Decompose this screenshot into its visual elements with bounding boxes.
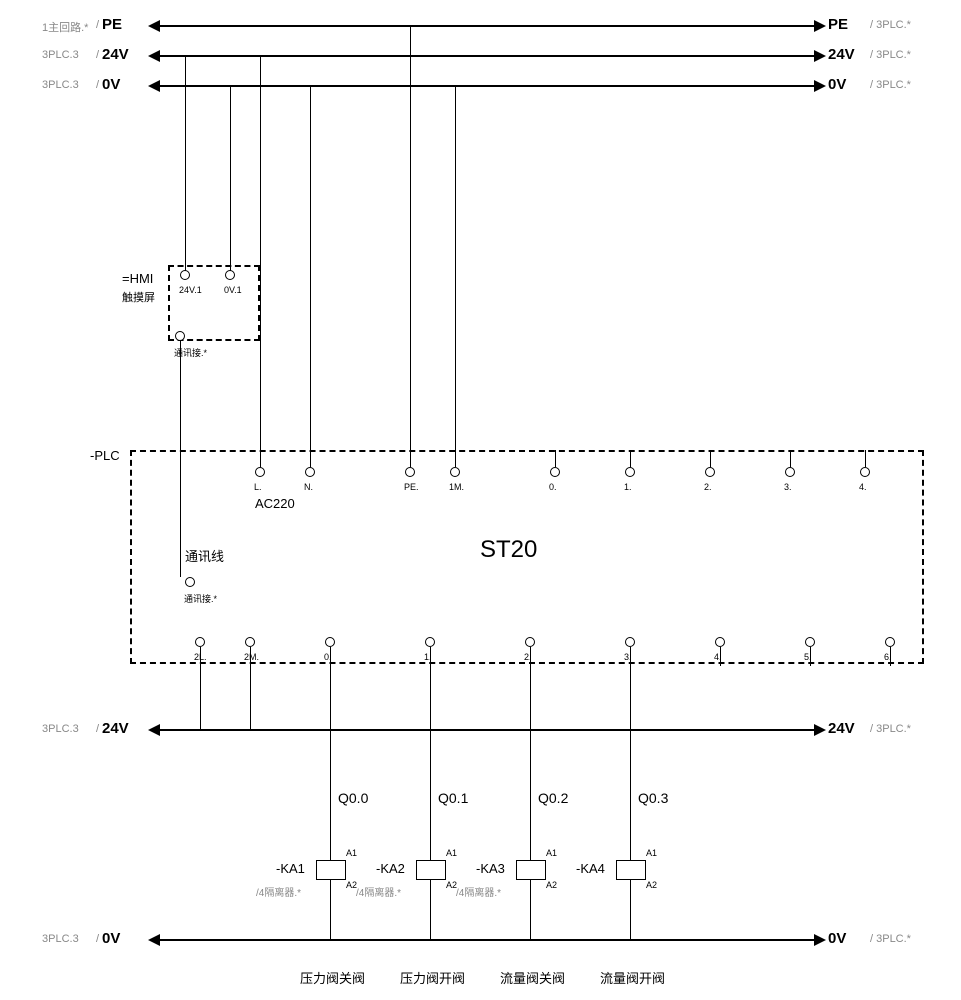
arrow-right-icon (814, 80, 826, 92)
terminal (705, 467, 715, 477)
rail-right-ref: / 3PLC.* (870, 723, 911, 735)
hmi-sub: 触摸屏 (122, 289, 155, 305)
terminal (325, 637, 335, 647)
plc-name: -PLC (90, 448, 120, 463)
relay-coil (616, 860, 646, 880)
terminal (305, 467, 315, 477)
relay-name: -KA3 (476, 861, 505, 876)
relay-coil (316, 860, 346, 880)
relay-name: -KA1 (276, 861, 305, 876)
arrow-left-icon (148, 934, 160, 946)
rail-left-name: 0V (102, 930, 120, 947)
arrow-right-icon (814, 934, 826, 946)
arrow-left-icon (148, 80, 160, 92)
relay-note: /4隔离器.* (256, 884, 301, 899)
arrow-left-icon (148, 20, 160, 32)
rail-right-name: 24V (828, 720, 855, 737)
terminal (885, 637, 895, 647)
rail-right-ref: / 3PLC.* (870, 19, 911, 31)
terminal (860, 467, 870, 477)
output-q-label: Q0.2 (538, 790, 568, 806)
terminal (625, 467, 635, 477)
rail-right-name: 0V (828, 76, 846, 93)
terminal (715, 637, 725, 647)
rail-right-ref: / 3PLC.* (870, 933, 911, 945)
plc-ac-label: AC220 (255, 496, 295, 511)
output-cn-label: 流量阀开阀 (600, 968, 665, 987)
terminal (180, 270, 190, 280)
terminal (225, 270, 235, 280)
output-cn-label: 流量阀关阀 (500, 968, 565, 987)
rail-left-name: 24V (102, 46, 129, 63)
rail-right-ref: / 3PLC.* (870, 49, 911, 61)
terminal (195, 637, 205, 647)
arrow-right-icon (814, 20, 826, 32)
arrow-left-icon (148, 724, 160, 736)
terminal (450, 467, 460, 477)
terminal (550, 467, 560, 477)
rail-left-ref: 3PLC.3 (42, 79, 79, 91)
arrow-left-icon (148, 50, 160, 62)
arrow-right-icon (814, 724, 826, 736)
relay-note: /4隔离器.* (356, 884, 401, 899)
relay-name: -KA4 (576, 861, 605, 876)
rail-right-name: 0V (828, 930, 846, 947)
terminal (405, 467, 415, 477)
terminal (525, 637, 535, 647)
output-q-label: Q0.3 (638, 790, 668, 806)
rail-right-name: PE (828, 16, 848, 33)
rail-left-name: 24V (102, 720, 129, 737)
hmi-name: =HMI (122, 271, 153, 286)
rail-right-name: 24V (828, 46, 855, 63)
diagram-stage: 1主回路.*PEPE/ 3PLC.*/3PLC.324V24V/ 3PLC.*/… (0, 0, 961, 1000)
relay-name: -KA2 (376, 861, 405, 876)
terminal (425, 637, 435, 647)
terminal (625, 637, 635, 647)
output-cn-label: 压力阀关阀 (300, 968, 365, 987)
terminal (175, 331, 185, 341)
output-q-label: Q0.0 (338, 790, 368, 806)
rail-left-name: 0V (102, 76, 120, 93)
output-q-label: Q0.1 (438, 790, 468, 806)
plc-center-label: ST20 (480, 536, 537, 564)
terminal (805, 637, 815, 647)
terminal (245, 637, 255, 647)
relay-note: /4隔离器.* (456, 884, 501, 899)
output-cn-label: 压力阀开阀 (400, 968, 465, 987)
rail-left-ref: 3PLC.3 (42, 933, 79, 945)
arrow-right-icon (814, 50, 826, 62)
rail-left-ref: 3PLC.3 (42, 723, 79, 735)
plc-comm-label: 通讯线 (185, 546, 224, 565)
relay-coil (516, 860, 546, 880)
rail-left-ref: 3PLC.3 (42, 49, 79, 61)
relay-coil (416, 860, 446, 880)
rail-left-ref: 1主回路.* (42, 19, 88, 35)
rail-right-ref: / 3PLC.* (870, 79, 911, 91)
rail-left-name: PE (102, 16, 122, 33)
terminal (255, 467, 265, 477)
terminal (785, 467, 795, 477)
